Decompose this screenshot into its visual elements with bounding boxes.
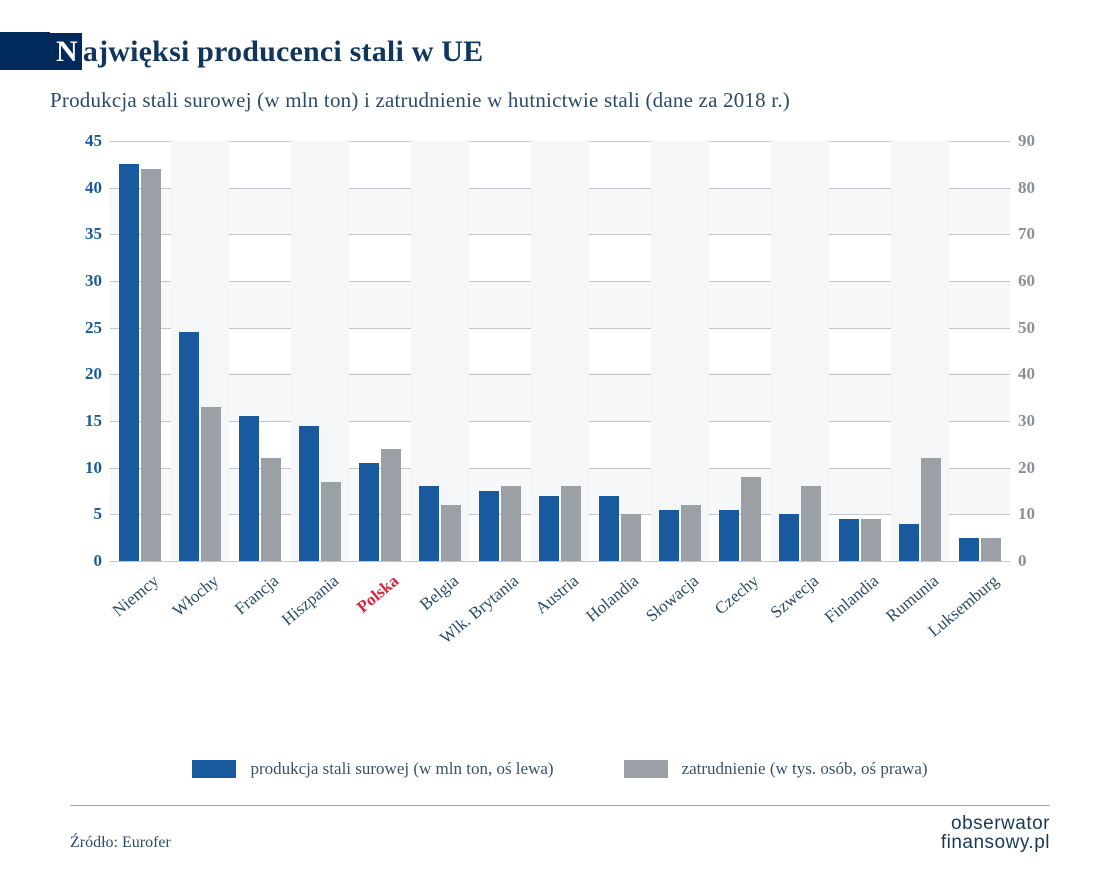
footer: Źródło: Eurofer obserwator finansowy.pl [70, 814, 1050, 852]
chart-category [890, 141, 950, 561]
y-right-tick: 60 [1018, 271, 1052, 291]
chart-x-labels: NiemcyWłochyFrancjaHiszpaniaPolskaBelgia… [110, 561, 1010, 671]
legend-item-employment: zatrudnienie (w tys. osób, oś prawa) [624, 759, 928, 779]
chart-category [530, 141, 590, 561]
bar-production [779, 514, 799, 561]
bar-employment [561, 486, 581, 561]
bar-production [479, 491, 499, 561]
bar-production [239, 416, 259, 561]
bar-production [539, 496, 559, 561]
bar-production [719, 510, 739, 561]
brand-line1: obserwator [941, 814, 1050, 833]
y-right-tick: 70 [1018, 224, 1052, 244]
y-left-tick: 40 [68, 178, 102, 198]
chart-bars [110, 141, 1010, 561]
y-left-tick: 5 [68, 504, 102, 524]
bar-production [899, 524, 919, 561]
brand-line2: finansowy.pl [941, 833, 1050, 852]
y-left-tick: 45 [68, 131, 102, 151]
page-title: Najwięksi producenci stali w UE [50, 33, 483, 70]
bar-employment [441, 505, 461, 561]
bar-employment [621, 514, 641, 561]
y-right-tick: 90 [1018, 131, 1052, 151]
title-row: Najwięksi producenci stali w UE [0, 32, 1070, 70]
footer-divider [70, 805, 1050, 806]
y-right-tick: 0 [1018, 551, 1052, 571]
source-label: Źródło: Eurofer [70, 834, 171, 852]
chart-category [110, 141, 170, 561]
legend-swatch-employment [624, 760, 668, 778]
title-rest: ajwięksi producenci stali w UE [83, 35, 483, 68]
chart-category [410, 141, 470, 561]
legend-label-employment: zatrudnienie (w tys. osób, oś prawa) [682, 759, 928, 779]
chart-category [290, 141, 350, 561]
title-accent-bar [0, 32, 50, 70]
y-right-tick: 20 [1018, 458, 1052, 478]
bar-employment [321, 482, 341, 561]
bar-employment [141, 169, 161, 561]
bar-production [179, 332, 199, 561]
chart-category [950, 141, 1010, 561]
y-left-tick: 25 [68, 318, 102, 338]
bar-production [359, 463, 379, 561]
legend-label-production: produkcja stali surowej (w mln ton, oś l… [250, 759, 553, 779]
chart-category [590, 141, 650, 561]
y-left-tick: 20 [68, 364, 102, 384]
chart-category [470, 141, 530, 561]
y-right-tick: 30 [1018, 411, 1052, 431]
bar-employment [981, 538, 1001, 561]
chart-category [770, 141, 830, 561]
chart-plot: 0051010201530204025503060357040804590 [110, 141, 1010, 561]
bar-employment [801, 486, 821, 561]
bar-employment [861, 519, 881, 561]
bar-production [659, 510, 679, 561]
y-left-tick: 35 [68, 224, 102, 244]
y-right-tick: 50 [1018, 318, 1052, 338]
bar-employment [201, 407, 221, 561]
legend-swatch-production [192, 760, 236, 778]
y-left-tick: 15 [68, 411, 102, 431]
bar-employment [381, 449, 401, 561]
bar-employment [741, 477, 761, 561]
y-left-tick: 10 [68, 458, 102, 478]
bar-employment [261, 458, 281, 561]
title-dropcap: N [50, 33, 82, 70]
bar-production [119, 164, 139, 561]
legend-item-production: produkcja stali surowej (w mln ton, oś l… [192, 759, 553, 779]
bar-employment [921, 458, 941, 561]
bar-production [599, 496, 619, 561]
chart-legend: produkcja stali surowej (w mln ton, oś l… [50, 759, 1070, 779]
bar-employment [681, 505, 701, 561]
chart-category [650, 141, 710, 561]
chart-category [350, 141, 410, 561]
bar-production [419, 486, 439, 561]
page-root: Najwięksi producenci stali w UE Produkcj… [0, 0, 1120, 880]
chart-category [230, 141, 290, 561]
chart-category [170, 141, 230, 561]
y-right-tick: 80 [1018, 178, 1052, 198]
bar-production [959, 538, 979, 561]
brand-logo: obserwator finansowy.pl [941, 814, 1050, 852]
bar-employment [501, 486, 521, 561]
y-left-tick: 0 [68, 551, 102, 571]
page-subtitle: Produkcja stali surowej (w mln ton) i za… [50, 88, 1070, 113]
y-right-tick: 10 [1018, 504, 1052, 524]
y-right-tick: 40 [1018, 364, 1052, 384]
chart-category [710, 141, 770, 561]
bar-production [299, 426, 319, 561]
y-left-tick: 30 [68, 271, 102, 291]
bar-production [839, 519, 859, 561]
chart-category [830, 141, 890, 561]
chart: 0051010201530204025503060357040804590 Ni… [70, 141, 1050, 671]
